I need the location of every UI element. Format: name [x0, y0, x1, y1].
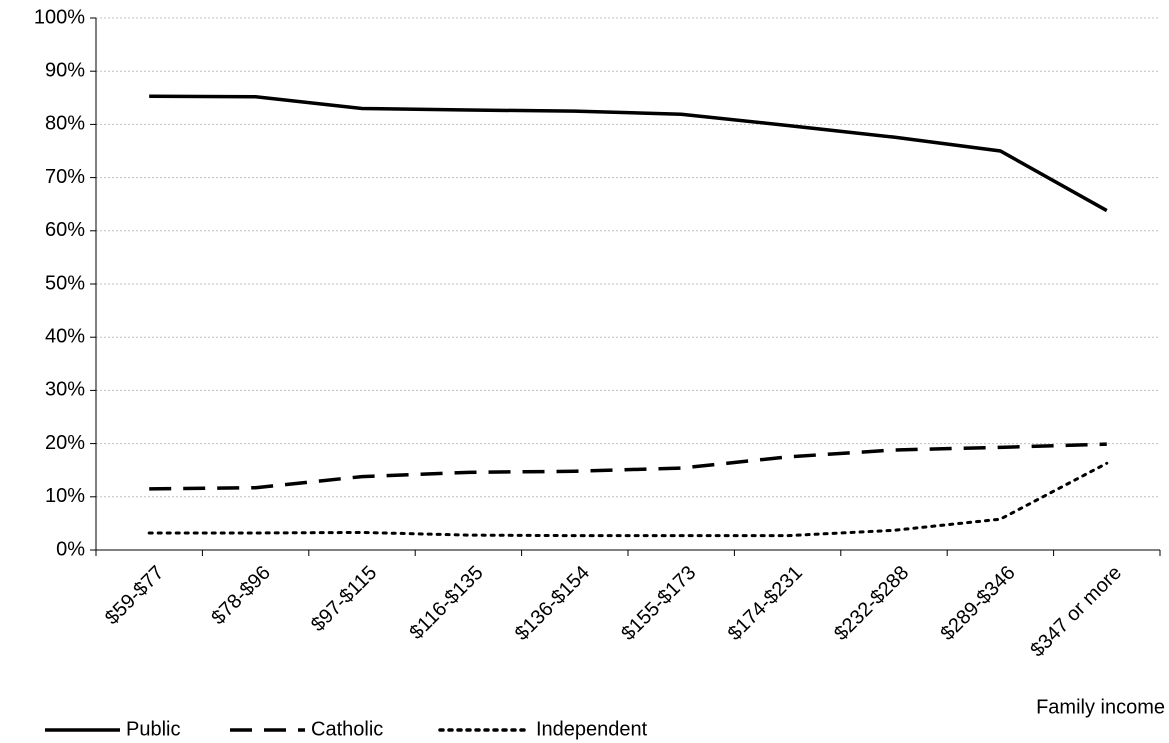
- series-line: [147, 461, 1109, 538]
- legend-label: Public: [126, 718, 180, 740]
- x-tick-label: $174-$231: [724, 562, 807, 645]
- x-tick-label: $97-$115: [307, 562, 381, 636]
- y-tick-label: 60%: [45, 219, 85, 241]
- x-tick-label: $59-$77: [101, 562, 168, 629]
- y-tick-label: 50%: [45, 272, 85, 294]
- y-tick-label: 20%: [45, 432, 85, 454]
- series-line: [149, 442, 1107, 491]
- y-tick-label: 30%: [45, 379, 85, 401]
- y-tick-label: 10%: [45, 485, 85, 507]
- series-line: [149, 94, 1108, 213]
- y-tick-label: 40%: [45, 325, 85, 347]
- y-tick-label: 90%: [45, 59, 85, 81]
- y-tick-label: 80%: [45, 113, 85, 135]
- x-tick-label: $232-$288: [830, 562, 913, 645]
- x-tick-label: $289-$346: [936, 562, 1019, 645]
- y-tick-label: 0%: [56, 538, 85, 560]
- legend-label: Catholic: [311, 718, 383, 740]
- x-tick-label: $155-$173: [617, 562, 700, 645]
- x-tick-label: $116-$135: [406, 562, 488, 644]
- x-tick-label: $347 or more: [1026, 562, 1126, 662]
- y-tick-label: 100%: [34, 6, 85, 28]
- x-tick-label: $78-$96: [207, 562, 274, 629]
- x-axis-label: Family income: [1036, 696, 1165, 718]
- x-tick-label: $136-$154: [511, 562, 594, 645]
- legend-label: Independent: [536, 718, 648, 740]
- y-tick-label: 70%: [45, 166, 85, 188]
